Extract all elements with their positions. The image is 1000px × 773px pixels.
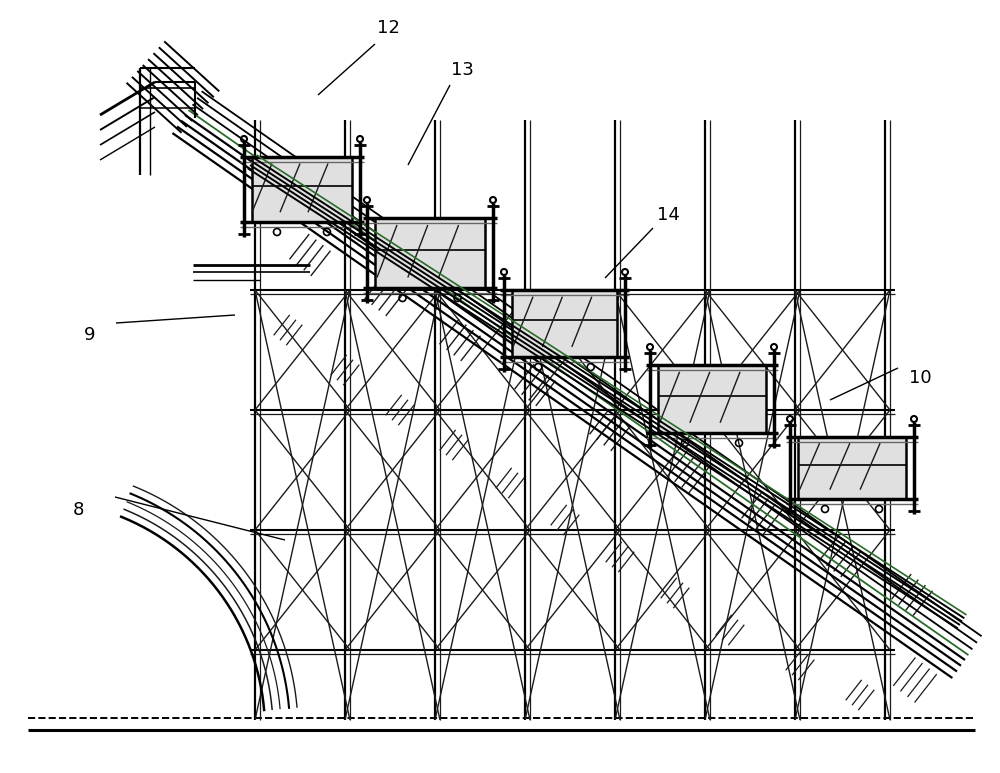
Bar: [798, 437, 906, 499]
Bar: [512, 290, 617, 357]
Text: 14: 14: [657, 206, 679, 224]
Text: 13: 13: [451, 61, 473, 79]
Text: 12: 12: [377, 19, 399, 37]
Text: 8: 8: [72, 501, 84, 519]
Text: 10: 10: [909, 369, 931, 387]
Bar: [252, 157, 352, 222]
Bar: [375, 218, 485, 288]
Text: 9: 9: [84, 326, 96, 344]
Bar: [658, 365, 766, 433]
